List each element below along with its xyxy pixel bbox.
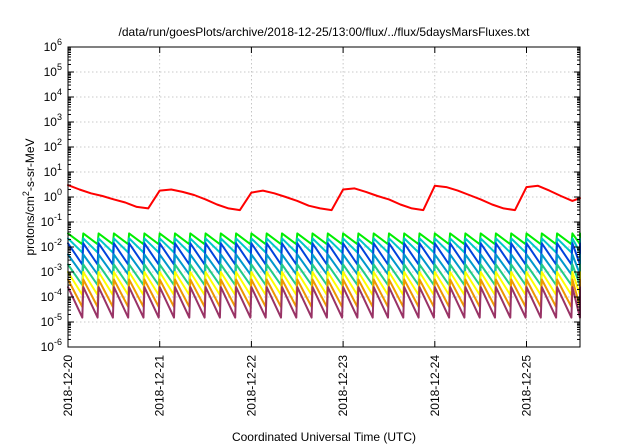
y-tick-labels: 10610510410310210110010-110-210-310-410-…	[41, 37, 62, 354]
series-line-0	[67, 184, 581, 212]
x-tick-label: 2018-12-22	[244, 355, 258, 417]
x-tick-label: 2018-12-24	[428, 355, 442, 417]
y-tick-label-exponent: 0	[57, 187, 62, 197]
y-tick-label-exponent: 5	[57, 62, 62, 72]
y-axis-label-part2: -s-sr-MeV	[23, 138, 37, 191]
y-axis-label-exponent: 2	[21, 191, 31, 196]
x-tick-labels: 2018-12-20 2018-12-21 2018-12-22 2018-12-23…	[61, 355, 534, 417]
y-tick-label: 10-5	[41, 312, 62, 329]
series-layer	[67, 184, 581, 319]
y-tick-label-base: 10	[44, 165, 58, 179]
y-tick-label: 10-6	[41, 337, 62, 354]
y-tick-label-base: 10	[41, 215, 55, 229]
tick-layer	[67, 46, 580, 348]
y-tick-label: 103	[44, 112, 62, 129]
y-axis-label-part1: protons/cm	[23, 196, 37, 255]
x-tick-label: 2018-12-20	[61, 355, 75, 417]
y-tick-label-exponent: 3	[57, 112, 62, 122]
y-tick-label-base: 10	[44, 65, 58, 79]
y-tick-label-base: 10	[44, 90, 58, 104]
x-tick-label: 2018-12-23	[336, 355, 350, 417]
y-tick-label-exponent: 6	[57, 37, 62, 47]
y-tick-label: 10-2	[41, 237, 62, 254]
y-tick-label-exponent: 1	[57, 162, 62, 172]
y-tick-label-base: 10	[41, 265, 55, 279]
y-tick-label: 100	[44, 187, 62, 204]
y-tick-label-base: 10	[44, 115, 58, 129]
chart-title: /data/run/goesPlots/archive/2018-12-25/1…	[119, 25, 531, 39]
x-axis-label: Coordinated Universal Time (UTC)	[232, 430, 416, 444]
y-tick-label: 106	[44, 37, 62, 54]
y-tick-label: 101	[44, 162, 62, 179]
y-tick-label-exponent: -4	[54, 287, 62, 297]
y-tick-label-exponent: 2	[57, 137, 62, 147]
y-tick-label: 10-3	[41, 262, 62, 279]
y-tick-label-exponent: -1	[54, 212, 62, 222]
y-tick-label: 104	[44, 87, 62, 104]
y-tick-label-exponent: -3	[54, 262, 62, 272]
y-tick-label: 102	[44, 137, 62, 154]
y-tick-label: 10-4	[41, 287, 62, 304]
y-axis-label: protons/cm2-s-sr-MeV	[21, 138, 37, 255]
y-tick-label-base: 10	[41, 290, 55, 304]
x-tick-label: 2018-12-25	[520, 355, 534, 417]
x-tick-label: 2018-12-21	[153, 355, 167, 417]
y-tick-label: 10-1	[41, 212, 62, 229]
y-tick-label-base: 10	[44, 140, 58, 154]
y-tick-label-base: 10	[44, 40, 58, 54]
y-tick-label-exponent: -5	[54, 312, 62, 322]
y-tick-label-exponent: -6	[54, 337, 62, 347]
y-tick-label-base: 10	[41, 315, 55, 329]
y-tick-label-exponent: 4	[57, 87, 62, 97]
y-tick-label-base: 10	[41, 340, 55, 354]
y-tick-label-base: 10	[41, 240, 55, 254]
y-tick-label-exponent: -2	[54, 237, 62, 247]
y-tick-label-base: 10	[44, 190, 58, 204]
y-tick-label: 105	[44, 62, 62, 79]
series-line-8	[67, 286, 581, 319]
